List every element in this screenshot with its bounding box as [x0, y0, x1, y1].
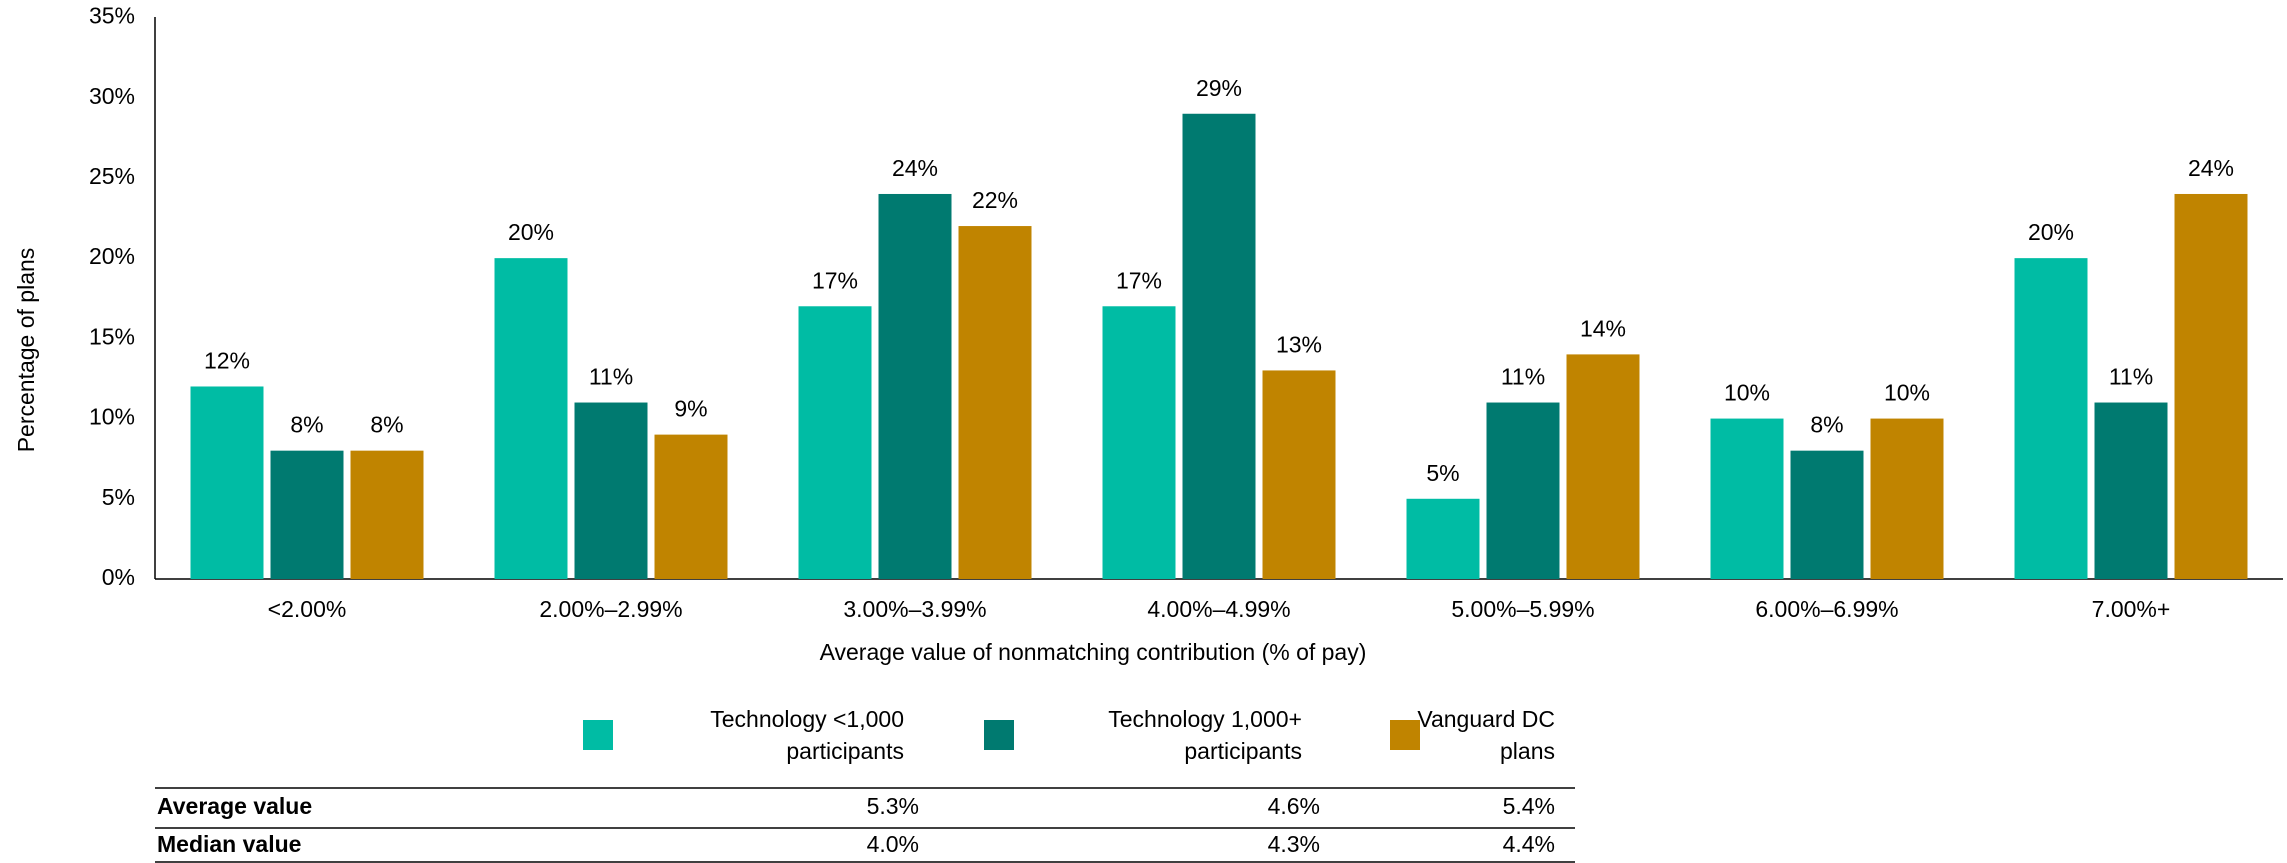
legend-swatch: [583, 720, 613, 750]
x-tick-label: 3.00%–3.99%: [843, 596, 986, 622]
data-label: 13%: [1276, 332, 1322, 358]
y-axis-label: Percentage of plans: [13, 248, 39, 453]
data-label: 17%: [1116, 267, 1162, 293]
y-tick-label: 25%: [89, 163, 135, 189]
y-tick-label: 5%: [102, 484, 135, 510]
bar: [350, 450, 424, 579]
bar: [1486, 402, 1560, 579]
data-label: 8%: [290, 412, 323, 438]
data-label: 12%: [204, 348, 250, 374]
bar: [190, 386, 264, 579]
y-tick-label: 10%: [89, 404, 135, 430]
bar: [574, 402, 648, 579]
y-tick-label: 30%: [89, 83, 135, 109]
bar: [1790, 450, 1864, 579]
y-tick-label: 0%: [102, 564, 135, 590]
x-tick-label: <2.00%: [268, 596, 347, 622]
x-axis-label: Average value of nonmatching contributio…: [820, 639, 1367, 665]
x-tick-label: 4.00%–4.99%: [1147, 596, 1290, 622]
legend-label: Vanguard DC plans: [1417, 706, 1555, 764]
data-label: 10%: [1884, 380, 1930, 406]
y-tick-label: 15%: [89, 323, 135, 349]
table-cell: 5.4%: [1503, 793, 1555, 819]
x-tick-label: 7.00%+: [2092, 596, 2171, 622]
data-label: 9%: [674, 396, 707, 422]
data-label: 20%: [2028, 219, 2074, 245]
data-label: 22%: [972, 187, 1018, 213]
data-label: 10%: [1724, 380, 1770, 406]
bar: [878, 193, 952, 579]
table-cell: 4.6%: [1268, 793, 1320, 819]
data-label: 17%: [812, 267, 858, 293]
data-label: 20%: [508, 219, 554, 245]
data-label: 8%: [1810, 412, 1843, 438]
bar: [1566, 354, 1640, 579]
bar: [1182, 113, 1256, 579]
data-label: 14%: [1580, 315, 1626, 341]
bar: [1710, 418, 1784, 579]
data-label: 24%: [2188, 155, 2234, 181]
bar: [1102, 306, 1176, 579]
legend-swatch: [1390, 720, 1420, 750]
bar: [1406, 498, 1480, 579]
data-label: 11%: [589, 364, 633, 390]
bar: [2014, 258, 2088, 579]
bar: [1870, 418, 1944, 579]
x-tick-label: 5.00%–5.99%: [1451, 596, 1594, 622]
bar: [958, 226, 1032, 580]
table-cell: 5.3%: [867, 793, 919, 819]
row-label: Average value: [157, 793, 312, 819]
bar: [798, 306, 872, 579]
bar: [2174, 193, 2248, 579]
legend-label: Technology 1,000+ participants: [1108, 706, 1302, 764]
legend-label: Technology <1,000 participants: [710, 706, 904, 764]
table-cell: 4.0%: [867, 831, 919, 857]
bar: [494, 258, 568, 579]
bar: [1262, 370, 1336, 579]
data-label: 5%: [1426, 460, 1459, 486]
bar: [270, 450, 344, 579]
legend-swatch: [984, 720, 1014, 750]
data-label: 11%: [2109, 364, 2153, 390]
data-label: 29%: [1196, 75, 1242, 101]
x-tick-label: 6.00%–6.99%: [1755, 596, 1898, 622]
data-label: 8%: [370, 412, 403, 438]
table-cell: 4.3%: [1268, 831, 1320, 857]
data-label: 24%: [892, 155, 938, 181]
table-cell: 4.4%: [1503, 831, 1555, 857]
row-label: Median value: [157, 831, 301, 857]
y-tick-label: 35%: [89, 3, 135, 29]
data-label: 11%: [1501, 364, 1545, 390]
x-tick-label: 2.00%–2.99%: [539, 596, 682, 622]
bar: [654, 434, 728, 579]
bar: [2094, 402, 2168, 579]
y-tick-label: 20%: [89, 243, 135, 269]
